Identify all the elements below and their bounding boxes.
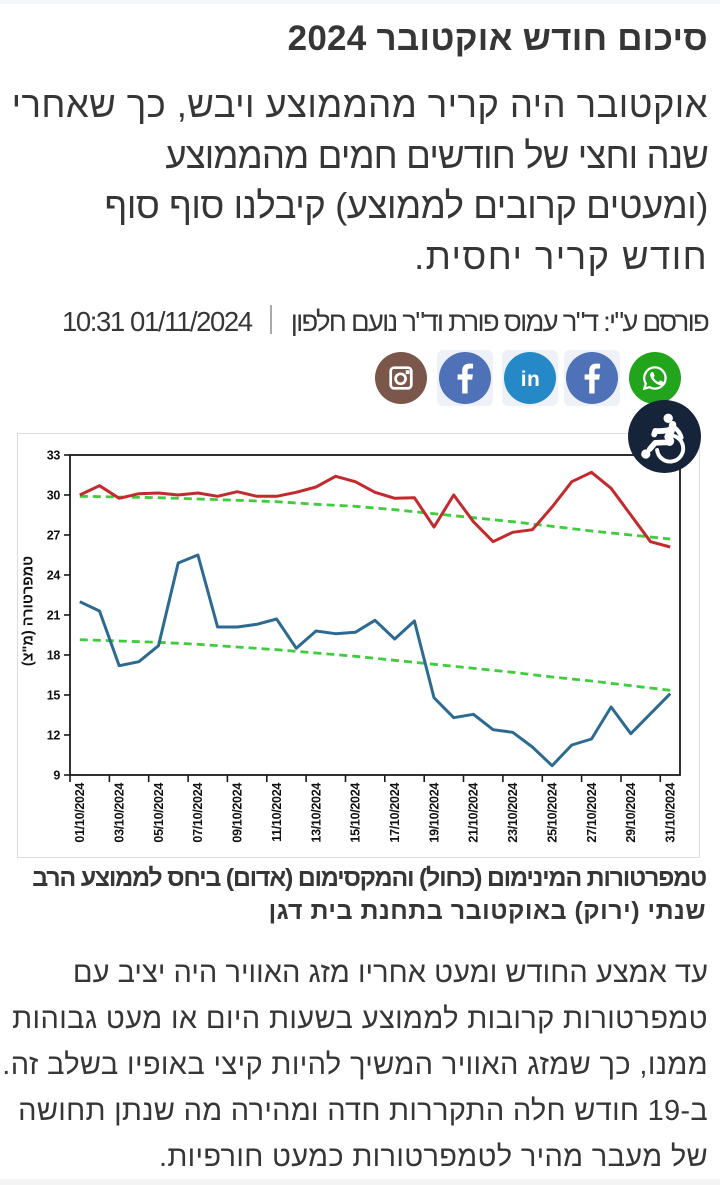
svg-text:31/10/2024: 31/10/2024 xyxy=(664,783,678,843)
svg-text:19/10/2024: 19/10/2024 xyxy=(427,783,441,843)
svg-text:15/10/2024: 15/10/2024 xyxy=(349,783,363,843)
svg-text:21: 21 xyxy=(47,608,61,622)
svg-text:11/10/2024: 11/10/2024 xyxy=(270,783,284,842)
svg-text:13/10/2024: 13/10/2024 xyxy=(309,783,323,843)
svg-text:טמפרטורה (מ"צ): טמפרטורה (מ"צ) xyxy=(21,556,37,666)
svg-text:15: 15 xyxy=(47,688,61,702)
svg-text:in: in xyxy=(521,368,540,391)
svg-text:07/10/2024: 07/10/2024 xyxy=(191,783,205,843)
svg-text:27: 27 xyxy=(47,528,61,542)
svg-text:17/10/2024: 17/10/2024 xyxy=(388,783,402,843)
svg-text:18: 18 xyxy=(47,648,61,662)
svg-text:33: 33 xyxy=(47,448,61,462)
svg-text:23/10/2024: 23/10/2024 xyxy=(506,783,520,843)
svg-text:24: 24 xyxy=(47,568,61,582)
svg-text:05/10/2024: 05/10/2024 xyxy=(152,783,166,843)
svg-text:30: 30 xyxy=(47,488,61,502)
svg-text:21/10/2024: 21/10/2024 xyxy=(467,783,481,843)
svg-text:29/10/2024: 29/10/2024 xyxy=(624,783,638,843)
svg-text:27/10/2024: 27/10/2024 xyxy=(585,783,599,843)
svg-text:9: 9 xyxy=(53,768,60,782)
svg-text:03/10/2024: 03/10/2024 xyxy=(113,783,127,843)
svg-text:09/10/2024: 09/10/2024 xyxy=(231,783,245,843)
svg-text:25/10/2024: 25/10/2024 xyxy=(545,783,559,843)
svg-text:01/10/2024: 01/10/2024 xyxy=(73,783,87,843)
svg-text:12: 12 xyxy=(47,728,61,742)
